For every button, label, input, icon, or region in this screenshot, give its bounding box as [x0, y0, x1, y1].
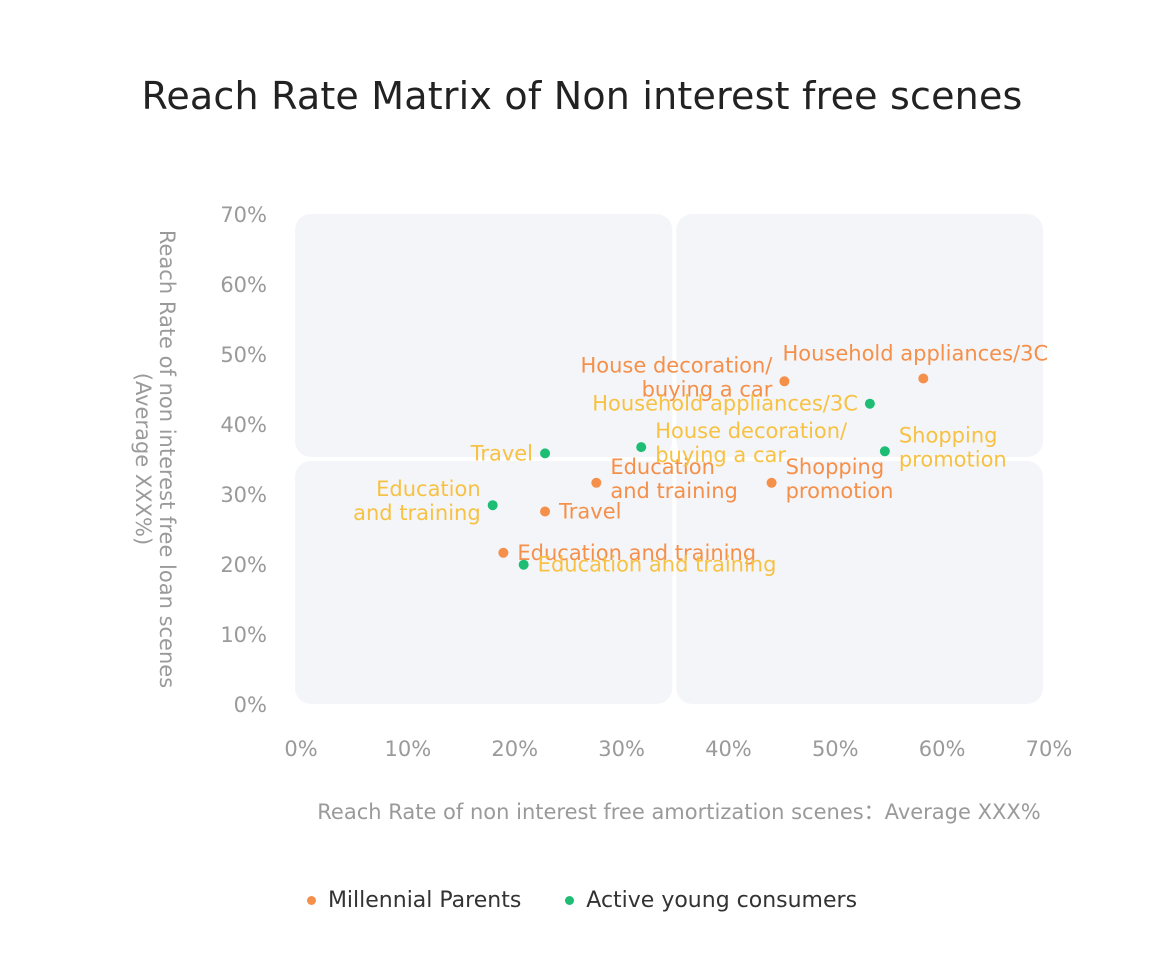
- data-point-active-young-consumers: [518, 559, 529, 570]
- data-label-line: promotion: [899, 447, 1007, 471]
- data-label-line: and training: [610, 479, 738, 503]
- data-label-line: Education: [610, 455, 715, 479]
- data-point-millennial-parents: [766, 477, 777, 488]
- data-label: Education and training: [517, 541, 756, 565]
- data-label-line: House decoration/: [655, 419, 848, 443]
- data-point-millennial-parents: [540, 506, 551, 517]
- data-label-line: promotion: [786, 479, 894, 503]
- data-point-millennial-parents: [498, 547, 509, 558]
- data-point-active-young-consumers: [879, 446, 890, 457]
- data-label-line: Education and training: [517, 541, 756, 565]
- data-point-active-young-consumers: [864, 398, 875, 409]
- x-tick-label: 40%: [705, 737, 752, 761]
- quadrant-top-right: [676, 214, 1043, 457]
- data-label-line: Education: [376, 477, 481, 501]
- data-label-line: Education and training: [538, 553, 777, 577]
- legend-label-millennial-parents: Millennial Parents: [327, 888, 522, 913]
- data-label-line: Travel: [558, 500, 621, 524]
- x-tick-label: 20%: [491, 737, 538, 761]
- y-tick-label: 0%: [234, 693, 267, 717]
- x-tick-label: 70%: [1026, 737, 1073, 761]
- data-label: House decoration/buying a car: [580, 353, 773, 401]
- data-point-active-young-consumers: [540, 448, 551, 459]
- quadrant-bottom-left: [295, 461, 673, 704]
- data-point-millennial-parents: [918, 373, 929, 384]
- data-label: Education and training: [353, 477, 481, 525]
- y-axis-label-line: Reach Rate of non interest free loan sce…: [155, 230, 179, 688]
- chart-title: Reach Rate Matrix of Non interest free s…: [141, 74, 1023, 118]
- x-axis-label: Reach Rate of non interest free amortiza…: [317, 800, 1040, 824]
- x-tick-label: 10%: [385, 737, 432, 761]
- data-label-line: Travel: [470, 441, 533, 465]
- data-label-line: Household appliances/3C: [782, 342, 1048, 366]
- data-point-active-young-consumers: [487, 500, 498, 511]
- data-label: Education and training: [538, 553, 777, 577]
- x-tick-label: 50%: [812, 737, 859, 761]
- data-label: Household appliances/3C: [782, 342, 1048, 366]
- data-point-millennial-parents: [779, 376, 790, 387]
- y-tick-label: 20%: [220, 553, 267, 577]
- y-axis-label-line: (Average XXX%): [131, 373, 155, 545]
- y-tick-label: 50%: [220, 343, 267, 367]
- y-tick-label: 60%: [220, 273, 267, 297]
- y-axis-label: Reach Rate of non interest free loan sce…: [131, 230, 179, 688]
- data-label-line: buying a car: [642, 377, 773, 401]
- data-label-line: Shopping: [899, 423, 998, 447]
- y-tick-label: 30%: [220, 483, 267, 507]
- data-label-line: Shopping: [786, 455, 885, 479]
- legend-label-active-young-consumers: Active young consumers: [586, 888, 858, 913]
- data-label: Shopping promotion: [786, 455, 894, 503]
- y-tick-label: 10%: [220, 623, 267, 647]
- data-label: Travel: [558, 500, 621, 524]
- legend-marker-active-young-consumers: [565, 896, 575, 905]
- data-label-line: and training: [353, 501, 481, 525]
- x-tick-label: 0%: [284, 737, 317, 761]
- legend: Millennial Parents Active young consumer…: [0, 888, 1164, 913]
- data-label-line: buying a car: [655, 443, 786, 467]
- data-label: Travel: [470, 441, 533, 465]
- data-label: Household appliances/3C: [592, 392, 858, 416]
- data-label: House decoration/buying a car: [655, 419, 848, 467]
- quadrant-bottom-right: [676, 461, 1043, 704]
- x-tick-label: 60%: [919, 737, 966, 761]
- data-point-active-young-consumers: [636, 442, 647, 453]
- legend-item-active-young-consumers[interactable]: Active young consumers: [565, 888, 857, 913]
- data-label: Education and training: [610, 455, 738, 503]
- legend-marker-millennial-parents: [306, 896, 316, 905]
- data-label-line: Household appliances/3C: [592, 392, 858, 416]
- data-label: Shopping promotion: [899, 423, 1007, 471]
- y-tick-label: 40%: [220, 413, 267, 437]
- y-tick-label: 70%: [220, 203, 267, 227]
- legend-item-millennial-parents[interactable]: Millennial Parents: [306, 888, 522, 913]
- x-tick-label: 30%: [598, 737, 645, 761]
- quadrant-top-left: [295, 214, 673, 457]
- data-point-millennial-parents: [591, 477, 602, 488]
- data-label-line: House decoration/: [580, 353, 773, 377]
